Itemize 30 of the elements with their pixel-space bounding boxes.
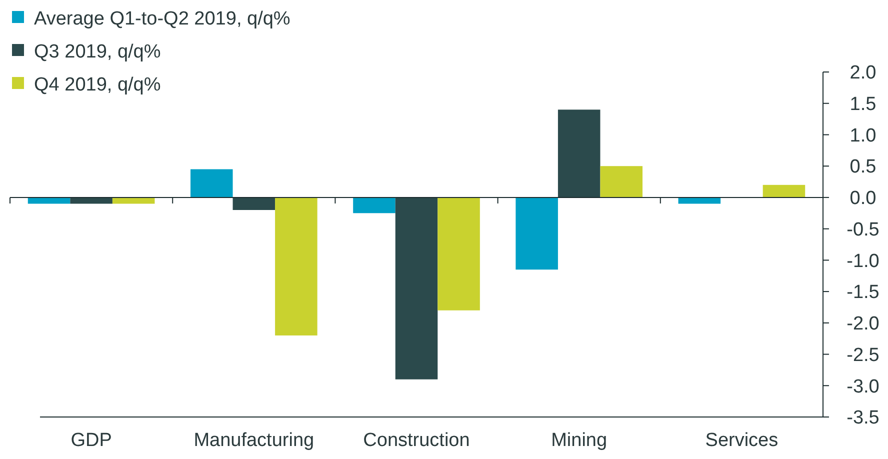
bar — [516, 197, 558, 270]
y-tick-label: 1.0 — [850, 125, 876, 146]
x-tick-label: Manufacturing — [194, 430, 314, 451]
y-tick-label: -0.5 — [846, 219, 880, 240]
bar — [232, 197, 276, 210]
y-tick-label: -3.5 — [846, 408, 880, 429]
bar — [438, 197, 480, 310]
y-tick-label: -1.5 — [846, 282, 880, 304]
bar — [395, 197, 438, 380]
y-tick-label: 0.5 — [850, 156, 876, 178]
y-tick-label: -2.0 — [846, 314, 880, 335]
y-tick-label: -1.0 — [846, 250, 880, 272]
bar — [353, 197, 396, 214]
bar — [275, 197, 318, 336]
y-tick-label: 1.5 — [850, 94, 876, 116]
x-tick-label: GDP — [70, 430, 112, 451]
y-tick-label: -2.5 — [846, 344, 880, 366]
y-tick-label: 0.0 — [850, 188, 876, 210]
legend-label: Q4 2019, q/q% — [34, 74, 161, 96]
bar — [762, 184, 806, 198]
x-tick-label: Services — [705, 430, 778, 451]
x-tick-label: Construction — [363, 430, 470, 451]
y-tick-label: 2.0 — [850, 62, 876, 84]
bar — [558, 110, 600, 198]
legend-label: Q3 2019, q/q% — [34, 42, 161, 63]
bar — [190, 169, 233, 198]
bar — [600, 166, 643, 198]
y-tick-label: -3.0 — [846, 376, 880, 398]
x-tick-label: Mining — [551, 430, 608, 451]
legend-label: Average Q1-to-Q2 2019, q/q% — [34, 8, 290, 30]
